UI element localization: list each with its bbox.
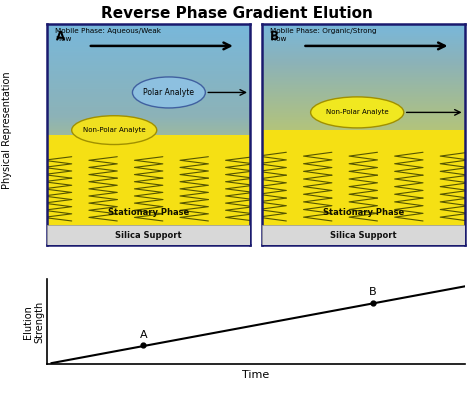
- Bar: [47, 225, 250, 246]
- Text: Stationary Phase: Stationary Phase: [323, 208, 404, 217]
- Text: Polar Analyte: Polar Analyte: [144, 88, 194, 97]
- Text: Non-Polar Analyte: Non-Polar Analyte: [326, 109, 389, 115]
- Text: B: B: [369, 287, 376, 297]
- Text: Silica Support: Silica Support: [115, 231, 182, 240]
- Text: Non-Polar Analyte: Non-Polar Analyte: [83, 127, 146, 133]
- Text: Physical Representation: Physical Representation: [2, 72, 12, 190]
- Ellipse shape: [72, 116, 157, 145]
- Text: Stationary Phase: Stationary Phase: [108, 208, 189, 217]
- Ellipse shape: [132, 77, 205, 108]
- Ellipse shape: [310, 97, 404, 128]
- Y-axis label: Elution
Strength: Elution Strength: [23, 301, 45, 343]
- Bar: [262, 225, 465, 246]
- Text: Mobile Phase: Aqueous/Weak
Flow: Mobile Phase: Aqueous/Weak Flow: [55, 28, 162, 42]
- Bar: [262, 130, 465, 225]
- X-axis label: Time: Time: [242, 370, 270, 380]
- Text: Reverse Phase Gradient Elution: Reverse Phase Gradient Elution: [101, 6, 373, 21]
- Text: A: A: [139, 330, 147, 340]
- Text: A: A: [55, 30, 64, 44]
- Bar: [47, 135, 250, 225]
- Text: B: B: [270, 30, 279, 44]
- Text: Silica Support: Silica Support: [330, 231, 397, 240]
- Text: Mobile Phase: Organic/Strong
Flow: Mobile Phase: Organic/Strong Flow: [270, 28, 377, 42]
